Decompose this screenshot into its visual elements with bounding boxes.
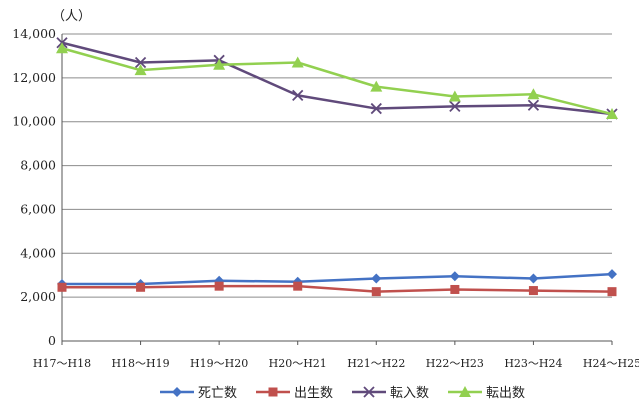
legend-item: 死亡数 [160, 386, 237, 401]
data-point [527, 88, 540, 100]
data-point [213, 58, 226, 70]
y-tick-label: 6,000 [20, 201, 56, 216]
data-point [449, 100, 461, 113]
x-tick-label: H23～H24 [504, 357, 562, 370]
series-line [62, 272, 613, 286]
data-point [134, 64, 147, 76]
x-tick-label: H22～H23 [426, 357, 484, 370]
data-point [57, 282, 67, 292]
x-tick-label: H18～H19 [111, 357, 169, 370]
legend-label: 転出数 [486, 386, 525, 401]
y-axis-ticks: 0 2,000 4,000 6,000 8,000 10,000 12,000 14,000 [12, 26, 56, 348]
legend-marker [268, 387, 278, 397]
y-tick-label: 10,000 [12, 114, 56, 129]
x-tick-label: H17～H18 [33, 357, 91, 370]
legend-item: 出生数 [256, 386, 333, 401]
y-tick-label: 0 [48, 333, 56, 348]
series-line [61, 41, 613, 116]
legend-marker [363, 386, 375, 398]
data-point [450, 284, 460, 294]
legend-label: 死亡数 [198, 386, 237, 401]
gridlines [62, 33, 612, 298]
data-point [214, 281, 224, 291]
y-unit-label: （人） [52, 9, 91, 24]
series-line [62, 284, 613, 293]
x-tick-label: H21～H22 [347, 357, 405, 370]
y-tick-label: 14,000 [12, 26, 56, 41]
data-point [370, 80, 383, 92]
data-point [527, 99, 540, 111]
series-4 [56, 42, 618, 120]
series-layer [56, 37, 618, 297]
x-axis-ticks: H17～H18 H18～H19 H19～H20 H20～H21 H21～H22 H22～H… [33, 357, 639, 370]
data-point [56, 42, 68, 54]
data-point [606, 108, 618, 120]
y-tick-label: 2,000 [20, 289, 56, 304]
data-point [528, 286, 538, 296]
data-point [292, 89, 304, 102]
series-3 [56, 37, 618, 120]
legend-marker [172, 387, 182, 397]
data-point [448, 90, 461, 102]
series-line [61, 47, 613, 116]
data-point [134, 56, 147, 69]
y-tick-label: 12,000 [12, 70, 56, 85]
data-point [136, 282, 146, 292]
data-point [371, 287, 381, 297]
series-2 [57, 281, 617, 297]
data-point [370, 102, 382, 115]
legend-label: 転入数 [390, 386, 429, 401]
legend-item: 転入数 [352, 386, 429, 401]
x-tick-label: H24～H25 [583, 357, 639, 370]
data-point [528, 273, 539, 284]
data-point [607, 287, 617, 297]
data-point [449, 271, 460, 282]
axes [61, 34, 613, 345]
y-tick-label: 4,000 [20, 245, 56, 260]
x-tick-label: H20～H21 [269, 357, 327, 370]
legend-label: 出生数 [294, 386, 333, 401]
data-point [371, 273, 382, 284]
y-tick-label: 8,000 [20, 158, 56, 173]
legend-item: 転出数 [448, 386, 525, 401]
legend: 死亡数 出生数 転入数 転出数 [160, 386, 525, 401]
x-tick-label: H19～H20 [190, 357, 248, 370]
legend-marker [459, 386, 471, 397]
data-point [607, 269, 617, 280]
data-point [293, 281, 303, 291]
data-point [291, 56, 304, 68]
